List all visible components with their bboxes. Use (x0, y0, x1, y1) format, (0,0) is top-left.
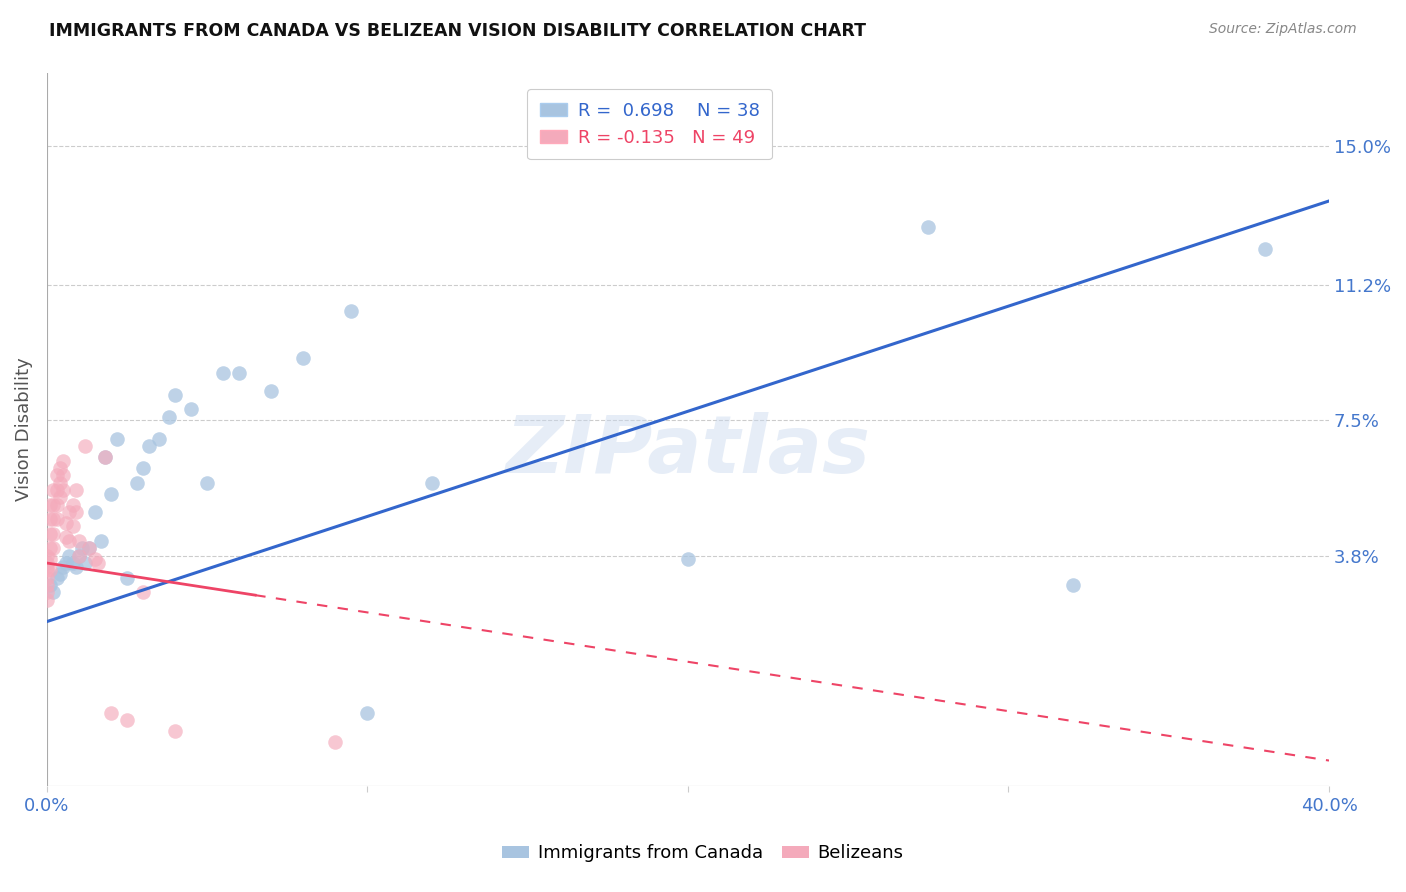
Point (52, 483, 75, 497)
Point (420, 475, 443, 490)
Y-axis label: Vision Disability: Vision Disability (15, 358, 32, 501)
Point (93, 450, 115, 464)
Point (62, 498, 84, 512)
Point (39, 563, 62, 577)
Point (325, 735, 347, 749)
Legend: R =  0.698    N = 38, R = -0.135   N = 49: R = 0.698 N = 38, R = -0.135 N = 49 (527, 89, 772, 160)
Point (58, 549, 80, 563)
Point (55, 516, 77, 530)
Point (180, 402, 202, 417)
Point (65, 505, 87, 519)
Point (48, 461, 70, 475)
Point (39, 526, 62, 541)
Point (676, 552, 699, 566)
Point (90, 534, 112, 549)
Point (35, 585, 58, 599)
Point (45, 498, 67, 512)
Point (67, 534, 90, 549)
Point (35, 571, 58, 585)
Point (75, 556, 97, 570)
Point (35, 563, 58, 577)
Point (52, 468, 75, 483)
Point (107, 432, 129, 446)
Point (93, 450, 115, 464)
Point (35, 549, 58, 563)
Point (42, 498, 65, 512)
Point (39, 552, 62, 566)
Point (42, 541, 65, 556)
Point (165, 388, 187, 402)
Point (45, 571, 67, 585)
Point (212, 366, 235, 380)
Text: Source: ZipAtlas.com: Source: ZipAtlas.com (1209, 22, 1357, 37)
Point (52, 559, 75, 574)
Point (62, 556, 84, 570)
Point (228, 366, 250, 380)
Point (48, 490, 70, 504)
Point (45, 512, 67, 526)
Point (77, 541, 100, 556)
Point (42, 526, 65, 541)
Point (917, 219, 939, 234)
Point (58, 505, 80, 519)
Point (115, 571, 138, 585)
Point (148, 432, 170, 446)
Point (65, 483, 87, 497)
Point (35, 592, 58, 607)
Point (35, 556, 58, 570)
Point (39, 512, 62, 526)
Point (292, 351, 315, 366)
Point (70, 541, 93, 556)
Point (62, 519, 84, 533)
Point (157, 409, 180, 424)
Point (67, 549, 90, 563)
Point (35, 578, 58, 592)
Point (48, 475, 70, 490)
Point (115, 714, 138, 728)
Point (138, 439, 160, 453)
Point (42, 483, 65, 497)
Point (1254, 242, 1277, 256)
Point (55, 531, 77, 545)
Point (340, 303, 363, 318)
Point (132, 585, 155, 599)
Point (67, 549, 90, 563)
Point (52, 453, 75, 467)
Point (356, 706, 378, 720)
Point (39, 541, 62, 556)
Point (1062, 578, 1084, 592)
Point (48, 567, 70, 582)
Point (100, 486, 122, 500)
Point (84, 505, 107, 519)
Point (35, 559, 58, 574)
Legend: Immigrants from Canada, Belizeans: Immigrants from Canada, Belizeans (495, 838, 911, 870)
Point (77, 541, 100, 556)
Point (132, 461, 155, 475)
Point (100, 706, 122, 720)
Text: ZIPatlas: ZIPatlas (505, 412, 870, 490)
Point (42, 512, 65, 526)
Point (260, 384, 283, 399)
Point (75, 439, 97, 453)
Point (39, 578, 62, 592)
Point (84, 552, 107, 566)
Text: IMMIGRANTS FROM CANADA VS BELIZEAN VISION DISABILITY CORRELATION CHART: IMMIGRANTS FROM CANADA VS BELIZEAN VISIO… (49, 22, 866, 40)
Point (45, 483, 67, 497)
Point (65, 559, 87, 574)
Point (42, 585, 65, 599)
Point (58, 534, 80, 549)
Point (195, 475, 218, 490)
Point (87, 556, 110, 570)
Point (45, 468, 67, 483)
Point (55, 556, 77, 570)
Point (39, 498, 62, 512)
Point (165, 724, 187, 739)
Point (125, 475, 148, 490)
